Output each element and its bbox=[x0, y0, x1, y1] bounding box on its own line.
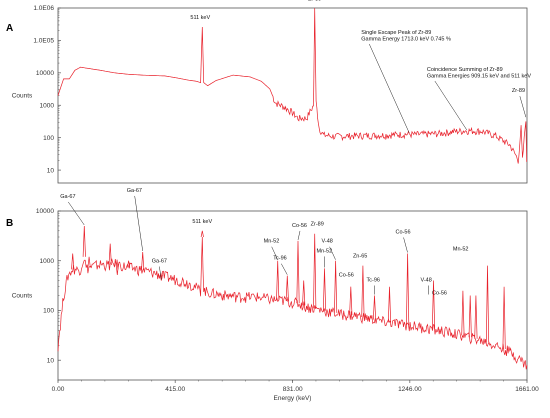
annotation-leader bbox=[159, 266, 162, 280]
x-tick-label: 1246.00 bbox=[398, 386, 422, 393]
peak-annotation: Tc-96 bbox=[273, 256, 286, 262]
spectrum-peak bbox=[313, 233, 317, 309]
spectrum-peak bbox=[302, 280, 306, 306]
annotation-leader bbox=[329, 246, 336, 260]
panel-label-a: A bbox=[6, 23, 13, 34]
peak-annotation: V-48 bbox=[322, 239, 333, 245]
peak-annotation: Gamma Energies 909.15 keV and 511 keV bbox=[427, 74, 531, 80]
y-tick-label: 10000 bbox=[36, 70, 54, 77]
spectrum-peak bbox=[159, 274, 163, 281]
peak-annotation: Co-56 bbox=[339, 273, 354, 279]
annotation-leader bbox=[271, 246, 278, 260]
spectrum-peak bbox=[322, 268, 327, 311]
spectrum-peak bbox=[141, 251, 145, 271]
plot-frame bbox=[57, 210, 528, 381]
spectrum-peak bbox=[200, 230, 204, 238]
panel-a-chart: 1.0E06 1.0E05 10000 1000 100 10 Counts 511 keV Z… bbox=[12, 0, 531, 184]
peak-annotation: Coincidence Summing of Zr-89 bbox=[427, 67, 503, 73]
plot-frame bbox=[57, 7, 528, 184]
spectrum-peak bbox=[82, 225, 86, 257]
spectrum-peak bbox=[361, 265, 365, 318]
x-axis-label: Energy (keV) bbox=[274, 395, 312, 402]
annotation-leader bbox=[297, 230, 301, 240]
annotation-leader bbox=[434, 80, 468, 131]
y-tick-label: 100 bbox=[43, 135, 54, 142]
y-tick-label: 1000 bbox=[40, 102, 55, 109]
spectrum-peak bbox=[387, 286, 392, 323]
spectrum-line bbox=[57, 236, 528, 370]
spectrum-peak bbox=[431, 280, 436, 330]
y-axis-label: Counts bbox=[12, 293, 33, 300]
peak-annotation: Ga-67 bbox=[152, 259, 167, 265]
y-tick-label: 1000 bbox=[40, 258, 55, 265]
annotation-leader bbox=[519, 96, 527, 118]
peak-annotation: Co-56 bbox=[396, 229, 411, 235]
spectrum-peak bbox=[108, 243, 112, 266]
spectrum-peak bbox=[285, 275, 289, 302]
peak-annotation: Mn-52 bbox=[453, 247, 469, 253]
peak-annotation: Mn-52 bbox=[264, 239, 280, 245]
annotation-leader bbox=[403, 237, 408, 253]
peak-annotation: Gamma Energy 1713.0 keV 0.745 % bbox=[361, 36, 451, 42]
peak-annotation: Zr-89 bbox=[512, 88, 525, 94]
annotation-leader bbox=[281, 263, 288, 275]
spectrum-peak bbox=[406, 253, 410, 325]
peak-annotation: V-48 bbox=[420, 278, 431, 284]
spectrum-peak bbox=[71, 253, 75, 270]
annotation-leader bbox=[369, 43, 410, 134]
x-tick-label: 831.00 bbox=[283, 386, 303, 393]
peak-annotation: Zr-89 bbox=[308, 0, 321, 2]
x-tick-label: 1661.00 bbox=[515, 386, 539, 393]
spectrum-peak bbox=[349, 286, 353, 316]
spectrum-peak bbox=[334, 260, 338, 313]
annotation-leader bbox=[68, 201, 85, 226]
spectrum-peak bbox=[296, 240, 300, 304]
y-tick-label: 1.0E05 bbox=[33, 38, 54, 45]
peak-annotation: Single Escape Peak of Zr-89 bbox=[361, 30, 431, 36]
y-tick-label: 10 bbox=[47, 167, 55, 174]
spectrum-peak bbox=[461, 290, 465, 336]
y-axis-label: Counts bbox=[12, 93, 33, 100]
peak-annotation: Ga-67 bbox=[60, 194, 75, 200]
y-tick-label: 100 bbox=[43, 308, 54, 315]
x-tick-label: 0.00 bbox=[52, 386, 65, 393]
spectrum-peak bbox=[372, 295, 377, 320]
spectrum-line bbox=[57, 8, 528, 164]
spectrum-peak bbox=[485, 265, 490, 343]
peak-annotation: Mn-52 bbox=[317, 248, 333, 254]
y-tick-label: 10 bbox=[47, 357, 55, 364]
peak-annotation: 511 keV bbox=[190, 15, 210, 21]
peak-annotation: 511 keV bbox=[192, 219, 212, 225]
spectrum-peak bbox=[127, 260, 131, 268]
panel-label-b: B bbox=[6, 218, 13, 229]
spectrum-peak bbox=[468, 295, 472, 338]
annotation-leader bbox=[134, 195, 143, 252]
spectrum-peak bbox=[474, 295, 478, 339]
peak-annotation: Co-56 bbox=[292, 223, 307, 229]
spectrum-peak bbox=[115, 263, 119, 275]
y-tick-label: 10000 bbox=[36, 208, 54, 215]
peak-annotation: Zr-89 bbox=[311, 222, 324, 228]
spectrum-peak bbox=[276, 260, 280, 301]
peak-annotation: Zn-65 bbox=[353, 254, 367, 260]
peak-annotation: Ga-67 bbox=[127, 188, 142, 194]
peak-annotation: Tc-96 bbox=[367, 278, 380, 284]
spectrum-peak bbox=[87, 256, 91, 268]
y-tick-label: 1.0E06 bbox=[33, 5, 54, 12]
spectrum-peak bbox=[502, 286, 506, 350]
x-tick-label: 415.00 bbox=[165, 386, 185, 393]
panel-b-chart: 10000 1000 100 10 Counts 0.00 415.00 831.00 1246… bbox=[12, 188, 539, 402]
peak-annotation: Co-56 bbox=[432, 291, 447, 297]
